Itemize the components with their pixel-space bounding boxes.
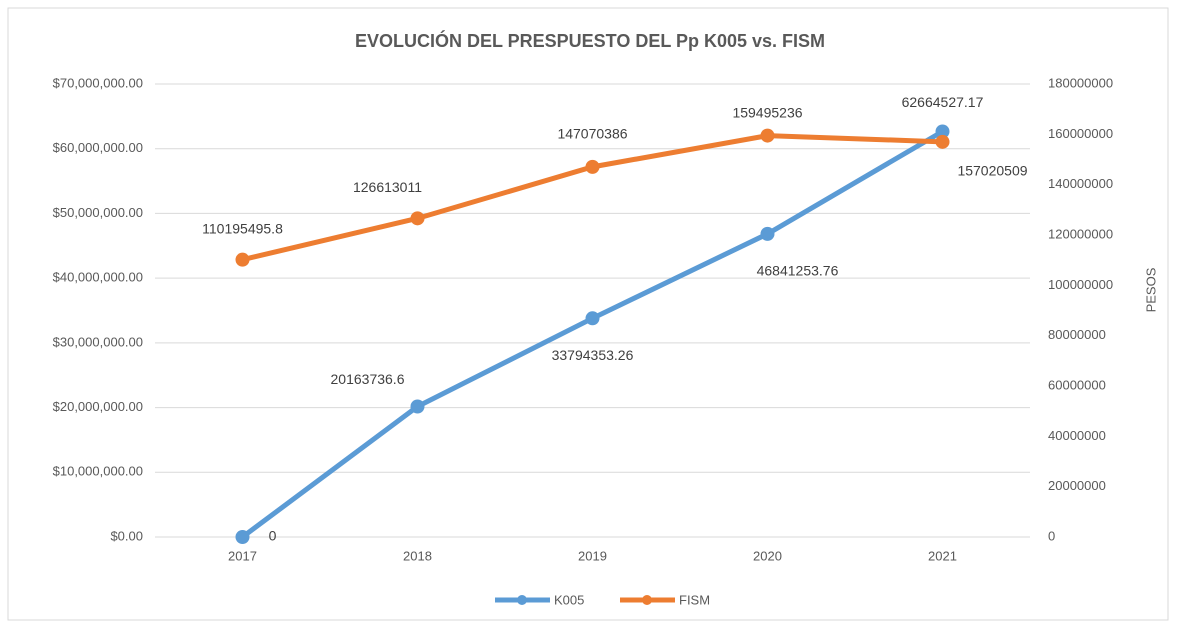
legend-marker: [642, 595, 652, 605]
data-point: [935, 134, 950, 149]
y2-tick-label: 180000000: [1048, 75, 1113, 90]
data-label: 157020509: [957, 163, 1027, 179]
data-label: 20163736.6: [331, 371, 405, 387]
y-tick-label: $40,000,000.00: [53, 270, 143, 285]
y2-tick-label: 160000000: [1048, 126, 1113, 141]
legend-label: FISM: [679, 592, 710, 607]
data-point: [760, 226, 775, 241]
x-tick-label: 2021: [928, 548, 957, 563]
y2-tick-label: 80000000: [1048, 327, 1106, 342]
data-point: [935, 124, 950, 139]
legend-marker: [517, 595, 527, 605]
y2-tick-label: 140000000: [1048, 176, 1113, 191]
data-label: 0: [269, 528, 277, 544]
y2-tick-label: 100000000: [1048, 277, 1113, 292]
y-tick-label: $70,000,000.00: [53, 75, 143, 90]
y-tick-label: $10,000,000.00: [53, 464, 143, 479]
x-tick-label: 2017: [228, 548, 257, 563]
chart-title: EVOLUCIÓN DEL PRESPUESTO DEL Pp K005 vs.…: [355, 30, 825, 51]
y-tick-label: $30,000,000.00: [53, 334, 143, 349]
data-point: [585, 311, 600, 326]
y2-tick-label: 20000000: [1048, 478, 1106, 493]
data-label: 147070386: [557, 126, 627, 142]
data-point: [410, 211, 425, 226]
data-label: 33794353.26: [552, 347, 634, 363]
data-label: 62664527.17: [902, 94, 984, 110]
y-tick-label: $60,000,000.00: [53, 140, 143, 155]
data-point: [585, 159, 600, 174]
y-tick-label: $50,000,000.00: [53, 205, 143, 220]
data-label: 110195495.8: [202, 220, 283, 236]
data-point: [760, 128, 775, 143]
y2-tick-label: 120000000: [1048, 226, 1113, 241]
data-label: 159495236: [732, 104, 802, 120]
data-point: [410, 399, 425, 414]
y2-tick-label: 40000000: [1048, 428, 1106, 443]
x-tick-label: 2019: [578, 548, 607, 563]
y2-axis-label: PESOS: [1143, 267, 1158, 312]
y2-tick-label: 60000000: [1048, 377, 1106, 392]
data-label: 126613011: [353, 179, 422, 195]
y-tick-label: $0.00: [110, 528, 143, 543]
y2-tick-label: 0: [1048, 528, 1055, 543]
data-label: 46841253.76: [757, 263, 839, 279]
x-tick-label: 2020: [753, 548, 782, 563]
x-tick-label: 2018: [403, 548, 432, 563]
legend-label: K005: [554, 592, 584, 607]
data-point: [235, 252, 250, 267]
y-tick-label: $20,000,000.00: [53, 399, 143, 414]
data-point: [235, 530, 250, 544]
